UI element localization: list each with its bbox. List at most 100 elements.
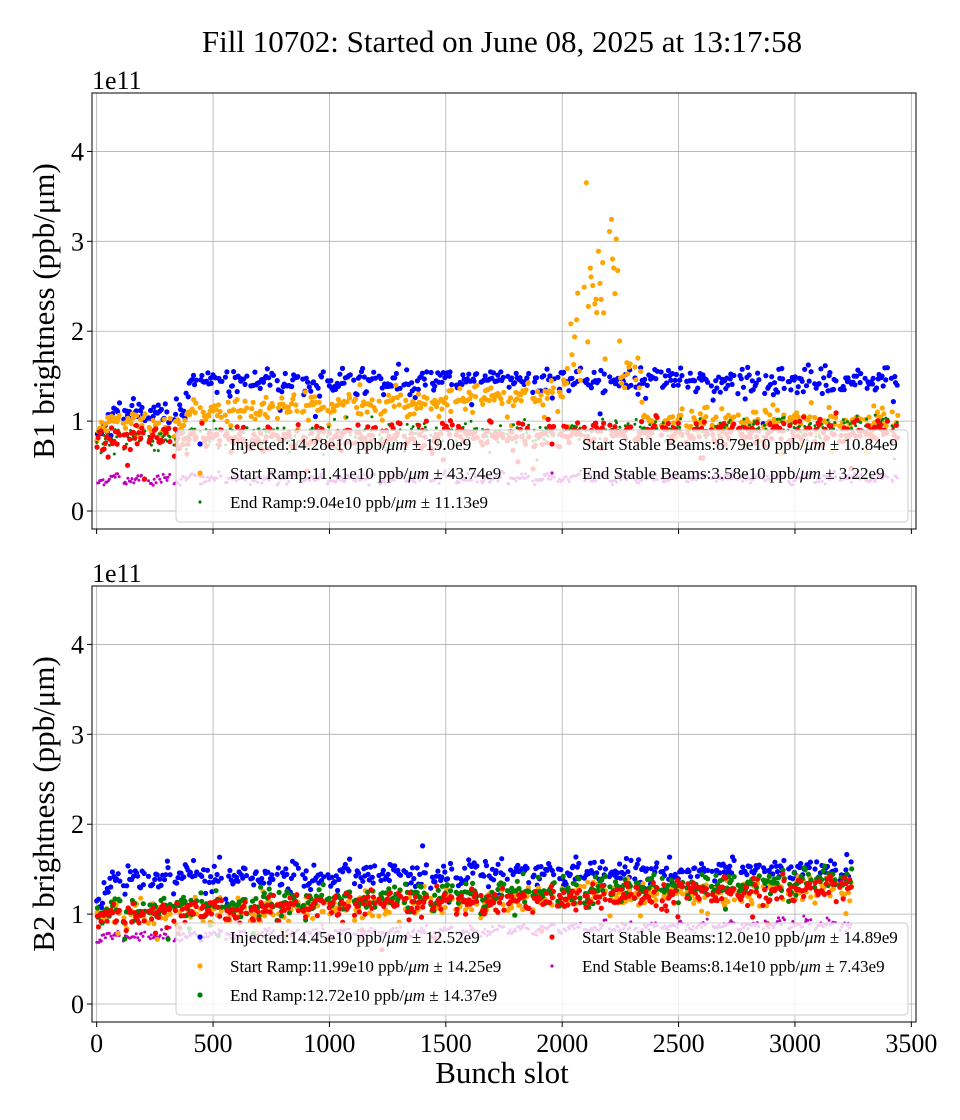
data-point <box>166 475 170 479</box>
data-point <box>213 407 219 413</box>
data-point <box>122 444 128 450</box>
data-point <box>443 395 449 401</box>
data-point <box>498 895 504 901</box>
data-point <box>138 435 144 441</box>
data-point <box>491 900 497 906</box>
data-point <box>318 374 325 380</box>
data-point <box>249 406 255 412</box>
data-point <box>149 916 155 922</box>
data-point <box>270 372 276 378</box>
data-point <box>171 918 177 924</box>
legend-entry-end_ramp: End Ramp:9.04e10 ppb/μm ± 11.13e9 <box>198 493 488 512</box>
data-point <box>289 401 295 407</box>
data-point <box>327 425 331 429</box>
data-point <box>822 863 828 869</box>
data-point <box>444 882 450 888</box>
data-point <box>650 880 656 886</box>
data-point <box>638 368 644 374</box>
legend-entry-start_stable: Start Stable Beams:8.79e10 ppb/μm ± 10.8… <box>549 435 898 454</box>
data-point <box>204 867 211 873</box>
y-tick-label: 2 <box>71 317 84 346</box>
data-point <box>584 376 590 383</box>
data-point <box>678 412 684 418</box>
data-point <box>447 369 453 375</box>
data-point <box>703 886 710 892</box>
data-point <box>270 876 276 883</box>
data-point <box>678 425 682 429</box>
data-point <box>109 869 115 875</box>
data-point <box>153 426 159 432</box>
data-point <box>548 378 554 384</box>
data-point <box>449 894 455 900</box>
data-point <box>544 426 548 430</box>
data-point <box>501 389 507 395</box>
data-point <box>122 920 128 926</box>
data-point <box>343 890 349 896</box>
data-point <box>710 397 716 403</box>
data-point <box>770 392 777 398</box>
data-point <box>489 375 495 381</box>
data-point <box>105 889 111 895</box>
data-point <box>275 865 281 871</box>
data-point <box>363 389 369 395</box>
data-point <box>754 876 761 882</box>
data-point <box>632 364 638 370</box>
data-point <box>774 407 781 413</box>
data-point <box>138 895 144 901</box>
data-point <box>466 371 472 377</box>
data-point <box>282 426 286 430</box>
data-point <box>387 890 393 896</box>
data-point <box>308 388 314 394</box>
data-point <box>105 454 111 460</box>
data-point <box>96 896 102 902</box>
data-point <box>648 423 652 427</box>
data-point <box>342 861 348 868</box>
data-point <box>696 896 702 902</box>
data-point <box>636 857 642 863</box>
legend-marker <box>550 471 554 475</box>
data-point <box>731 874 737 880</box>
data-point <box>463 881 469 887</box>
data-point <box>356 870 362 876</box>
data-point <box>865 423 871 429</box>
data-point <box>274 378 280 384</box>
data-point <box>664 908 670 914</box>
data-point <box>175 417 181 423</box>
data-point <box>798 860 804 867</box>
data-point <box>663 865 670 871</box>
data-point <box>150 413 156 419</box>
data-point <box>760 902 766 909</box>
data-point <box>149 443 153 447</box>
data-point <box>249 875 255 881</box>
data-point <box>217 408 223 415</box>
data-point <box>743 884 750 891</box>
data-point <box>335 383 341 389</box>
data-point <box>685 384 691 390</box>
data-point <box>572 895 578 901</box>
data-point <box>841 418 845 422</box>
data-point <box>514 396 520 402</box>
data-point <box>591 859 597 865</box>
data-point <box>122 891 128 897</box>
data-point <box>113 918 119 924</box>
data-point <box>398 392 404 398</box>
data-point <box>253 896 259 902</box>
data-point <box>693 421 699 427</box>
data-point <box>713 414 719 420</box>
data-point <box>705 379 711 385</box>
data-point <box>250 399 256 405</box>
data-point <box>848 859 854 865</box>
data-point <box>672 377 678 383</box>
data-point <box>141 870 147 877</box>
data-point <box>601 310 607 316</box>
data-point <box>601 420 607 426</box>
data-point <box>385 871 391 877</box>
data-point <box>376 398 382 404</box>
data-point <box>162 401 168 407</box>
data-point <box>112 452 116 456</box>
data-point <box>116 907 122 914</box>
data-point <box>510 403 516 409</box>
data-point <box>783 918 786 922</box>
data-point <box>182 417 188 423</box>
data-point <box>749 378 755 384</box>
